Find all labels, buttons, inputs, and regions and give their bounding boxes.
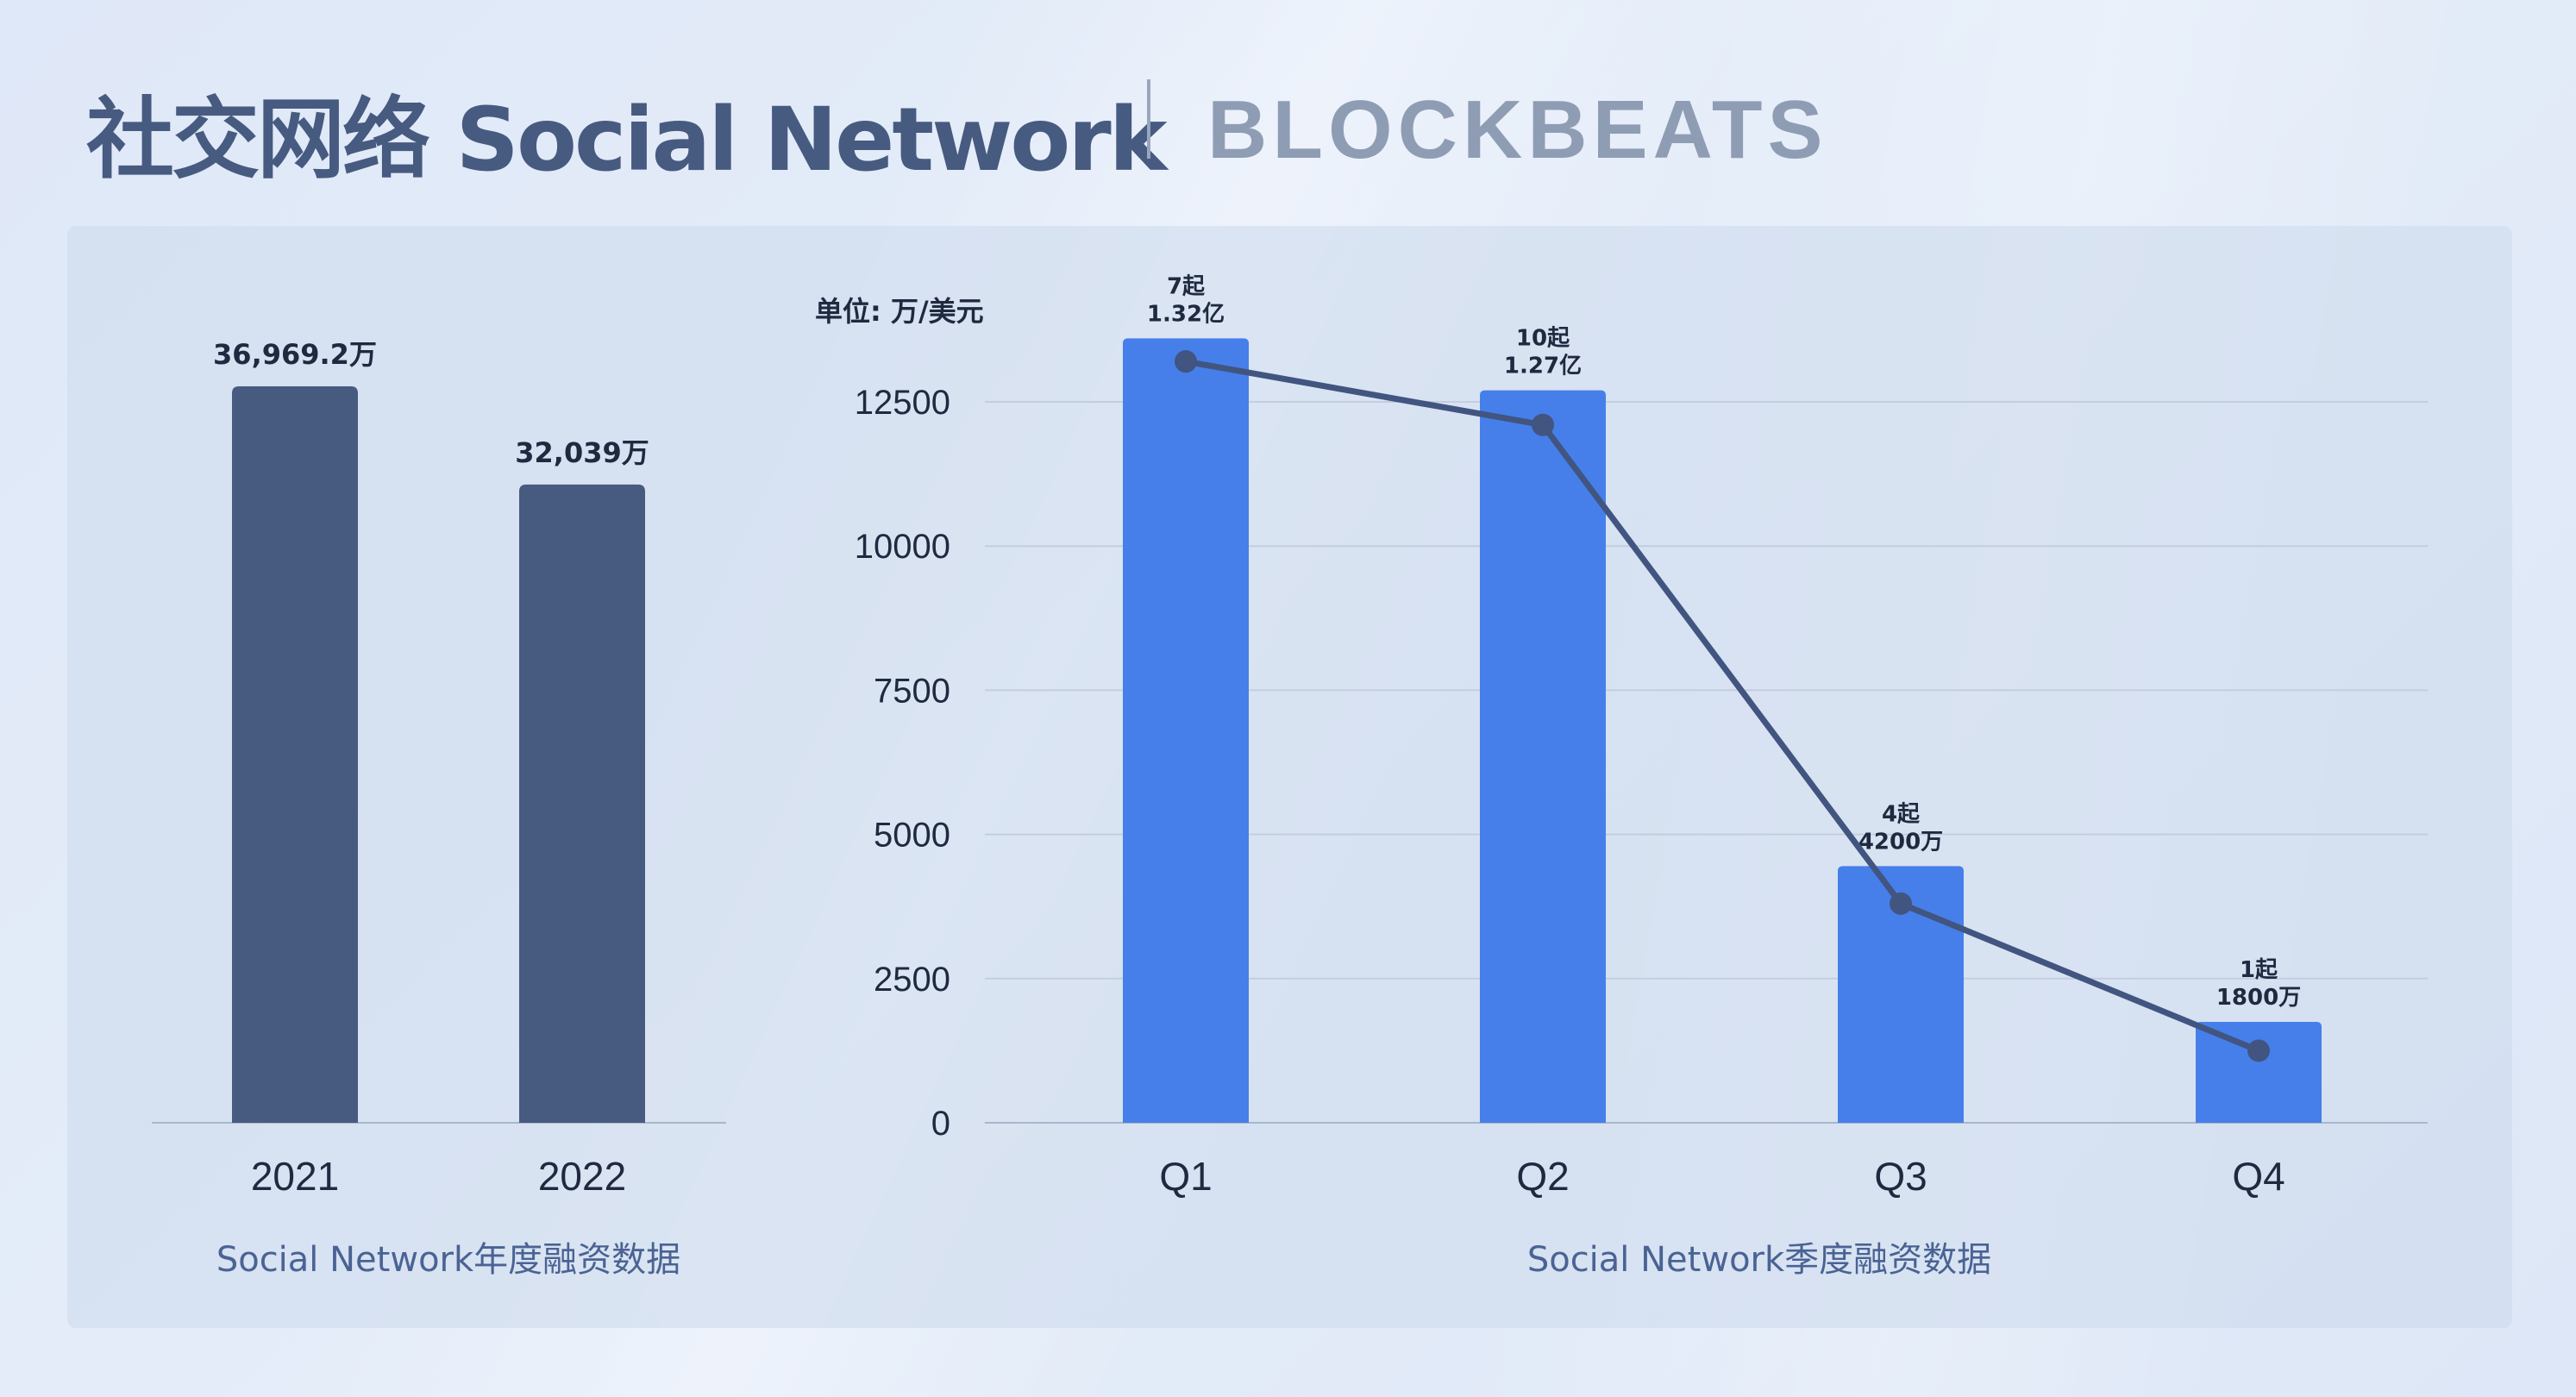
y-tick-label: 2500 — [874, 961, 950, 999]
quarter-amount-label: 1.27亿 — [1504, 354, 1582, 379]
trend-point — [1532, 413, 1554, 436]
quarterly-caption: Social Network季度融资数据 — [1527, 1240, 1991, 1280]
trend-point — [1175, 350, 1197, 373]
annual-chart: 36,969.2万 2021 32,039万 2022 Social Network年度… — [152, 338, 726, 1280]
quarter-x-tick-label: Q1 — [1159, 1154, 1212, 1199]
quarter-count-label: 7起 — [1167, 273, 1206, 299]
quarter-count-label: 1起 — [2240, 957, 2278, 983]
quarter-count-label: 10起 — [1516, 326, 1570, 352]
y-tick-label: 0 — [931, 1105, 950, 1143]
quarter-x-tick-label: Q3 — [1874, 1154, 1927, 1199]
y-tick-label: 7500 — [874, 672, 950, 710]
quarter-bar — [1123, 338, 1249, 1123]
brand-logo: BLOCKBEATS — [1207, 84, 1828, 176]
chart-panel — [67, 226, 2512, 1328]
title-divider — [1147, 79, 1150, 159]
unit-label: 单位: 万/美元 — [815, 295, 984, 328]
trend-point — [1890, 892, 1912, 915]
annual-data-label: 32,039万 — [515, 436, 649, 469]
quarter-x-tick-label: Q2 — [1516, 1154, 1569, 1199]
annual-x-tick-label: 2022 — [538, 1154, 626, 1199]
trend-point — [2247, 1039, 2270, 1062]
quarter-count-label: 4起 — [1882, 801, 1921, 827]
quarter-x-tick-label: Q4 — [2232, 1154, 2285, 1199]
annual-bar — [232, 386, 358, 1123]
y-tick-label: 12500 — [855, 384, 950, 422]
quarter-amount-label: 4200万 — [1858, 829, 1943, 855]
y-tick-label: 10000 — [855, 528, 950, 566]
annual-data-label: 36,969.2万 — [213, 338, 377, 371]
quarter-amount-label: 1.32亿 — [1147, 301, 1225, 327]
quarter-bar — [1480, 390, 1606, 1123]
quarterly-chart: 0 2500 5000 7500 10000 12500 单位: 万/美元 7起1.32亿 Q1… — [815, 273, 2428, 1280]
quarter-amount-label: 1800万 — [2216, 985, 2301, 1011]
page-title: 社交网络 Social Network — [86, 89, 1168, 191]
trend-line — [1185, 358, 2260, 1054]
y-tick-label: 5000 — [874, 817, 950, 855]
quarter-bar — [1838, 866, 1964, 1123]
quarter-bar — [2196, 1021, 2322, 1123]
annual-caption: Social Network年度融资数据 — [216, 1240, 680, 1280]
annual-x-tick-label: 2021 — [251, 1154, 339, 1199]
annual-bar — [519, 484, 645, 1123]
